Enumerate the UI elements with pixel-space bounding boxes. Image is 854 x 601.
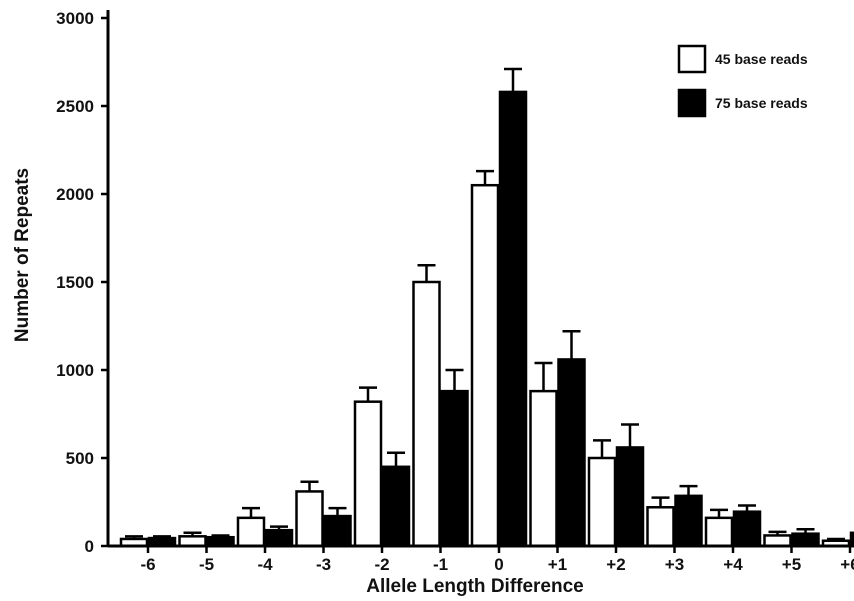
bar-45-11 <box>763 534 792 548</box>
x-tick-label: +4 <box>723 555 743 574</box>
bar-45-3 <box>295 490 324 548</box>
legend-label-1: 75 base reads <box>715 95 808 111</box>
bar-75-11 <box>791 532 820 548</box>
y-tick-label: 2500 <box>56 97 94 116</box>
legend-swatch-0 <box>677 44 707 74</box>
x-tick-label: +2 <box>606 555 625 574</box>
bar-75-10 <box>732 510 762 548</box>
bar-45-2 <box>236 516 266 548</box>
bar-75-3 <box>323 514 352 548</box>
bar-75-6 <box>498 90 528 548</box>
error-bars-group <box>125 67 845 541</box>
y-tick-label: 0 <box>85 537 94 556</box>
bar-45-6 <box>470 183 500 548</box>
legend: 45 base reads 75 base reads <box>677 44 808 118</box>
x-axis-ticks: -6 -5 -4 -3 -2 -1 0 +1 +2 +3 +4 +5 +6 <box>140 546 854 574</box>
legend-label-0: 45 base reads <box>715 51 808 67</box>
y-tick-label: 500 <box>66 449 94 468</box>
bar-45-7 <box>529 389 558 548</box>
x-tick-label: +6 <box>840 555 854 574</box>
bar-45-5 <box>412 280 441 548</box>
x-tick-label: -4 <box>257 555 273 574</box>
bar-75-8 <box>615 446 645 548</box>
y-tick-label: 2000 <box>56 185 94 204</box>
y-axis-title: Number of Repeats <box>12 168 33 342</box>
x-tick-label: -1 <box>433 555 448 574</box>
y-tick-label: 3000 <box>56 9 94 28</box>
y-tick-label: 1000 <box>56 361 94 380</box>
y-tick-label: 1500 <box>56 273 94 292</box>
x-axis-title: Allele Length Difference <box>366 576 584 597</box>
bar-75-2 <box>264 528 294 548</box>
y-axis-ticks: 0 500 1000 1500 2000 2500 3000 <box>56 9 108 556</box>
bar-75-12 <box>849 531 854 548</box>
bar-75-9 <box>674 494 703 548</box>
bars-group <box>119 90 854 548</box>
x-tick-label: +5 <box>782 555 801 574</box>
x-tick-label: -2 <box>374 555 389 574</box>
x-tick-label: -6 <box>140 555 155 574</box>
bar-45-10 <box>704 516 734 548</box>
bar-75-7 <box>557 358 586 548</box>
bar-45-9 <box>646 506 675 548</box>
bar-75-4 <box>381 465 411 548</box>
bar-45-4 <box>353 400 383 548</box>
x-tick-label: -3 <box>316 555 331 574</box>
bar-45-8 <box>587 456 617 548</box>
x-tick-label: +1 <box>548 555 567 574</box>
x-tick-label: +3 <box>665 555 684 574</box>
bar-75-5 <box>440 389 469 548</box>
x-tick-label: 0 <box>494 555 503 574</box>
legend-swatch-1 <box>677 88 707 118</box>
x-tick-label: -5 <box>199 555 214 574</box>
